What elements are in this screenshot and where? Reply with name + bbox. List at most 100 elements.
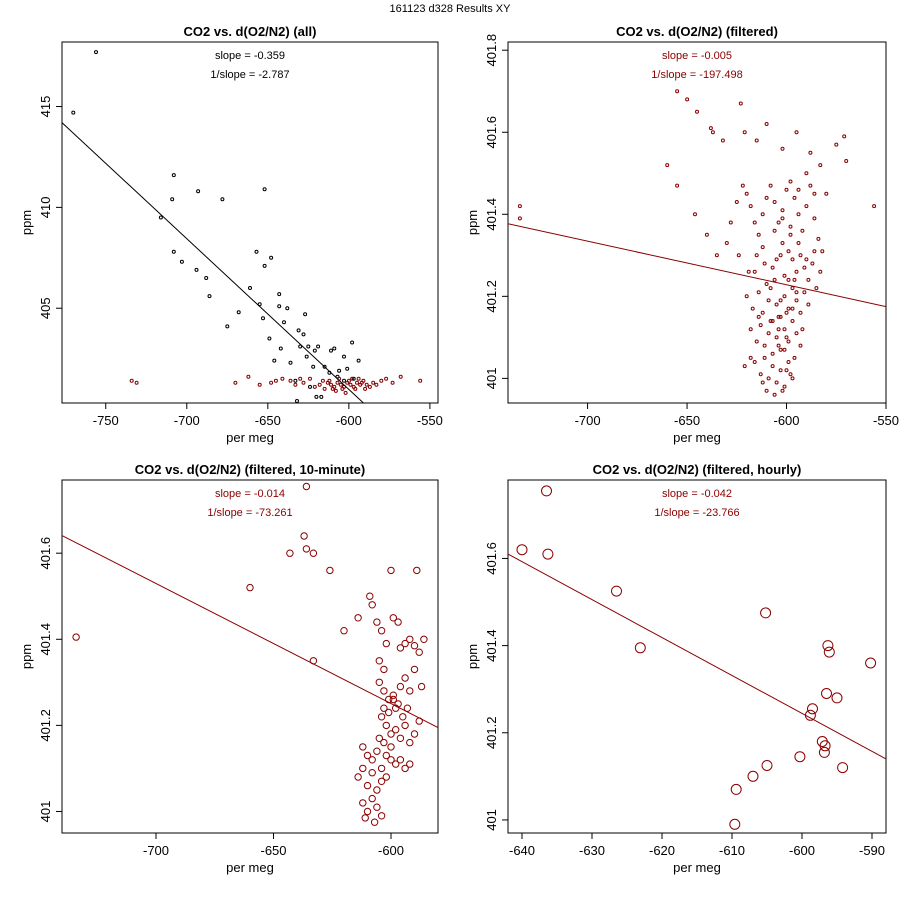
chart-panel-1: CO2 vs. d(O2/N2) (all) -750 -700 -650 -600 -5…: [19, 24, 443, 445]
data-point: [377, 764, 386, 773]
data-point: [257, 302, 262, 307]
data-point: [354, 614, 362, 622]
data-point: [818, 746, 830, 758]
data-point: [375, 734, 383, 742]
data-point: [768, 286, 773, 291]
x-tick-label: -550: [873, 413, 899, 428]
y-tick-label: 401.8: [484, 34, 499, 67]
y-tick-label: 401.4: [484, 629, 499, 662]
data-point: [761, 760, 773, 771]
data-point: [373, 786, 381, 794]
x-tick-label: -600: [774, 413, 800, 428]
x-tick-label: -600: [789, 843, 815, 858]
data-point: [368, 769, 376, 777]
data-point: [794, 751, 806, 763]
data-point: [794, 331, 799, 336]
data-point: [804, 257, 809, 262]
data-point: [392, 704, 400, 712]
inverse-slope-annotation: 1/slope = -23.766: [654, 507, 739, 519]
data-point: [611, 585, 622, 597]
data-point: [778, 368, 783, 373]
data-point: [288, 360, 293, 365]
data-point: [766, 298, 771, 303]
data-point: [776, 343, 781, 348]
data-point: [396, 644, 405, 652]
data-point: [417, 682, 426, 691]
data-point: [760, 310, 765, 315]
data-point: [420, 635, 428, 643]
data-point: [675, 183, 680, 188]
data-point: [194, 267, 199, 272]
data-point: [764, 195, 769, 200]
plot-area: [508, 89, 886, 397]
fit-line: [62, 535, 438, 728]
data-point: [340, 386, 345, 391]
data-point: [794, 130, 799, 135]
data-point: [744, 191, 749, 196]
data-point: [806, 277, 811, 282]
data-point: [800, 327, 805, 332]
data-point: [770, 265, 775, 270]
data-point: [776, 327, 781, 332]
data-point: [363, 386, 368, 391]
data-point: [401, 674, 409, 682]
data-point: [171, 173, 176, 178]
data-point: [824, 191, 829, 196]
data-point: [384, 376, 389, 381]
data-point: [364, 382, 369, 387]
data-point: [865, 657, 877, 669]
data-point: [385, 708, 393, 717]
data-point: [317, 382, 322, 387]
y-tick-label: 401.2: [38, 709, 53, 742]
data-point: [778, 314, 783, 319]
data-point: [695, 109, 699, 114]
data-point: [834, 142, 839, 147]
data-point: [298, 344, 303, 349]
data-point: [746, 269, 751, 274]
data-point: [752, 360, 757, 364]
data-point: [204, 276, 209, 280]
data-point: [304, 354, 309, 359]
data-point: [724, 241, 729, 245]
data-point: [541, 485, 552, 497]
data-point: [710, 130, 715, 135]
data-point: [401, 721, 409, 730]
data-point: [790, 286, 795, 291]
x-axis-label: per meg: [226, 430, 274, 445]
data-point: [246, 374, 251, 379]
data-point: [129, 378, 134, 383]
data-point: [390, 380, 395, 385]
data-point: [766, 376, 771, 381]
data-point: [760, 607, 772, 619]
data-point: [273, 378, 278, 383]
data-point: [285, 306, 290, 311]
data-point: [792, 195, 797, 200]
y-tick-label: 401.4: [38, 623, 53, 656]
data-point: [179, 259, 184, 264]
x-axis-label: per meg: [673, 860, 721, 875]
data-point: [356, 358, 361, 363]
slope-annotation: slope = -0.014: [215, 488, 285, 500]
data-point: [257, 382, 262, 387]
data-point: [370, 818, 379, 826]
data-point: [302, 482, 311, 491]
data-point: [373, 618, 381, 626]
data-point: [818, 269, 823, 274]
data-point: [754, 138, 759, 143]
data-point: [770, 364, 775, 369]
data-point: [375, 657, 383, 665]
data-point: [262, 263, 267, 268]
data-point: [312, 348, 317, 353]
inverse-slope-annotation: 1/slope = -197.498: [651, 69, 742, 81]
data-point: [293, 382, 298, 387]
data-point: [804, 204, 809, 209]
data-point: [685, 97, 690, 102]
x-axis-label: per meg: [226, 860, 274, 875]
data-point: [807, 703, 818, 715]
data-point: [837, 762, 849, 774]
x-axis-label: per meg: [673, 430, 721, 445]
data-point: [418, 378, 423, 383]
data-point: [794, 290, 799, 295]
data-point: [804, 709, 816, 721]
